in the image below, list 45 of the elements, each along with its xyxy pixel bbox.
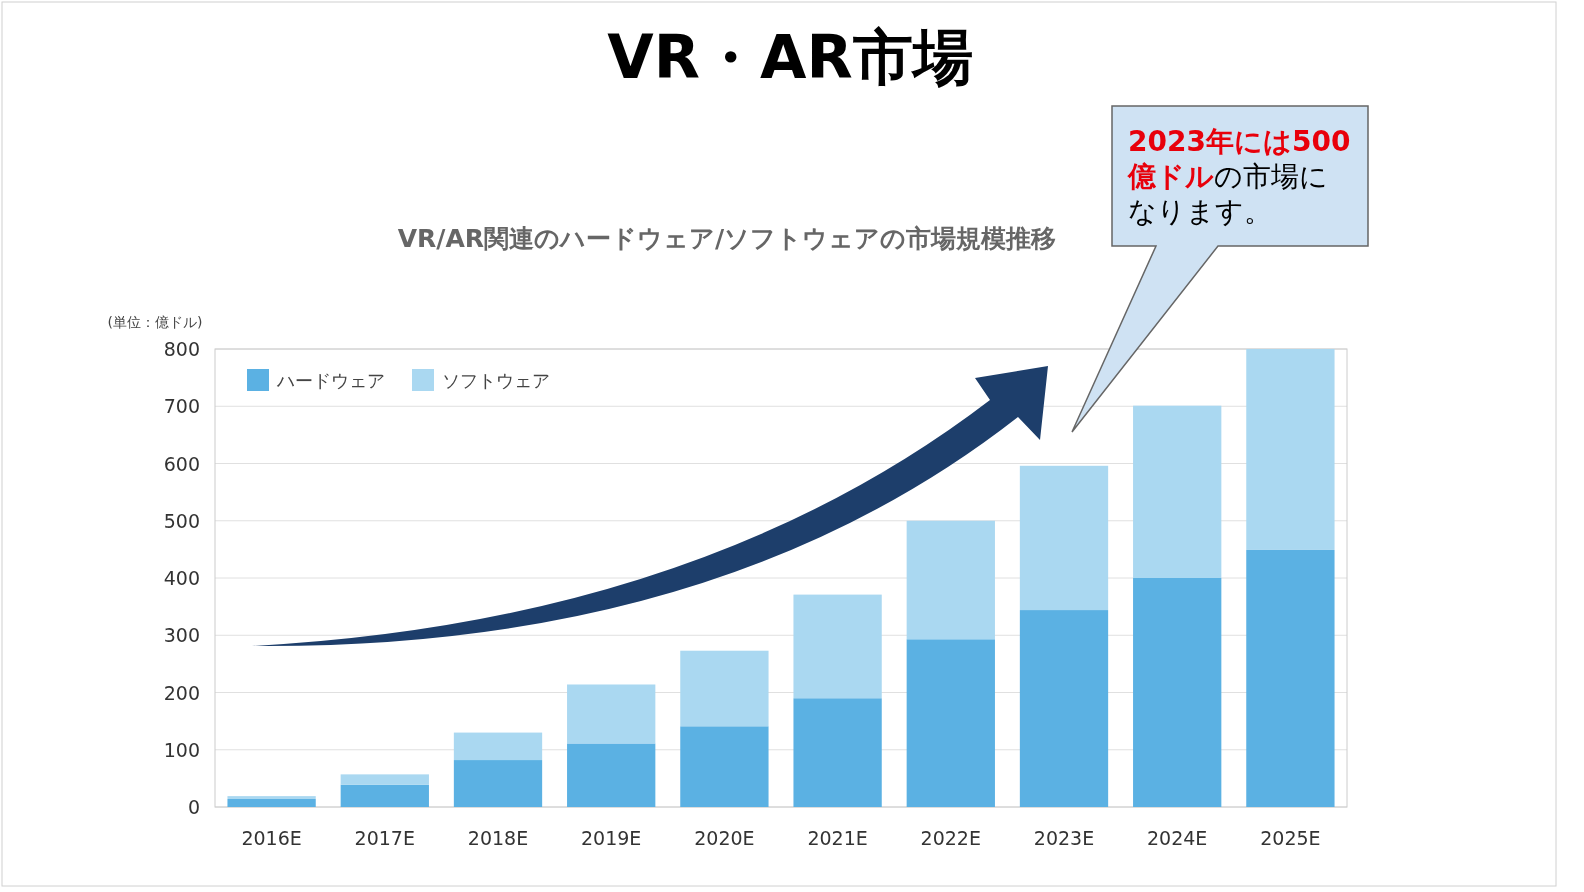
y-tick-label: 700 [163,395,200,418]
bar [680,726,769,807]
bar [906,520,995,640]
y-tick-label: 800 [163,338,200,360]
y-tick-label: 400 [163,567,200,589]
bar [1019,465,1109,611]
y-tick-label: 200 [163,681,200,704]
x-tick-label: 2021E [807,827,868,849]
bar [1133,578,1222,807]
bar [453,732,543,761]
callout: 2023年には500億ドルの市場になります。 [1071,105,1369,433]
x-tick-label: 2019E [581,827,642,849]
bar [567,743,656,807]
bar [453,760,543,807]
bar [680,650,769,727]
bar [1246,349,1335,550]
bar [340,774,429,785]
bar [340,784,429,807]
bar [227,798,316,807]
y-tick-label: 100 [163,738,200,761]
bar [1019,610,1109,807]
bar [1133,405,1222,578]
y-tick-label: 600 [163,452,200,475]
x-tick-label: 2018E [467,827,529,849]
y-axis-title: (単位：億ドル) [107,314,203,330]
bar [793,594,882,699]
chart-title: VR・AR市場 [607,22,973,92]
bar [906,639,995,807]
y-tick-label: 0 [187,796,200,818]
legend-label: ソフトウェア [442,370,550,391]
x-tick-label: 2022E [920,827,981,849]
y-tick-label: 500 [163,509,200,532]
y-tick-label: 300 [163,624,200,647]
x-tick-label: 2020E [694,827,755,849]
x-tick-label: 2024E [1147,827,1208,849]
bar [1246,549,1335,807]
legend-label: ハードウェア [276,370,385,391]
x-tick-label: 2023E [1033,827,1095,849]
bar [227,796,316,799]
chart-subtitle: VR/AR関連のハードウェア/ソフトウェアの市場規模推移 [397,224,1057,253]
bar [567,684,656,744]
x-tick-label: 2025E [1260,827,1321,849]
bar [793,698,882,807]
x-tick-label: 2016E [241,827,302,849]
x-tick-label: 2017E [354,827,415,849]
